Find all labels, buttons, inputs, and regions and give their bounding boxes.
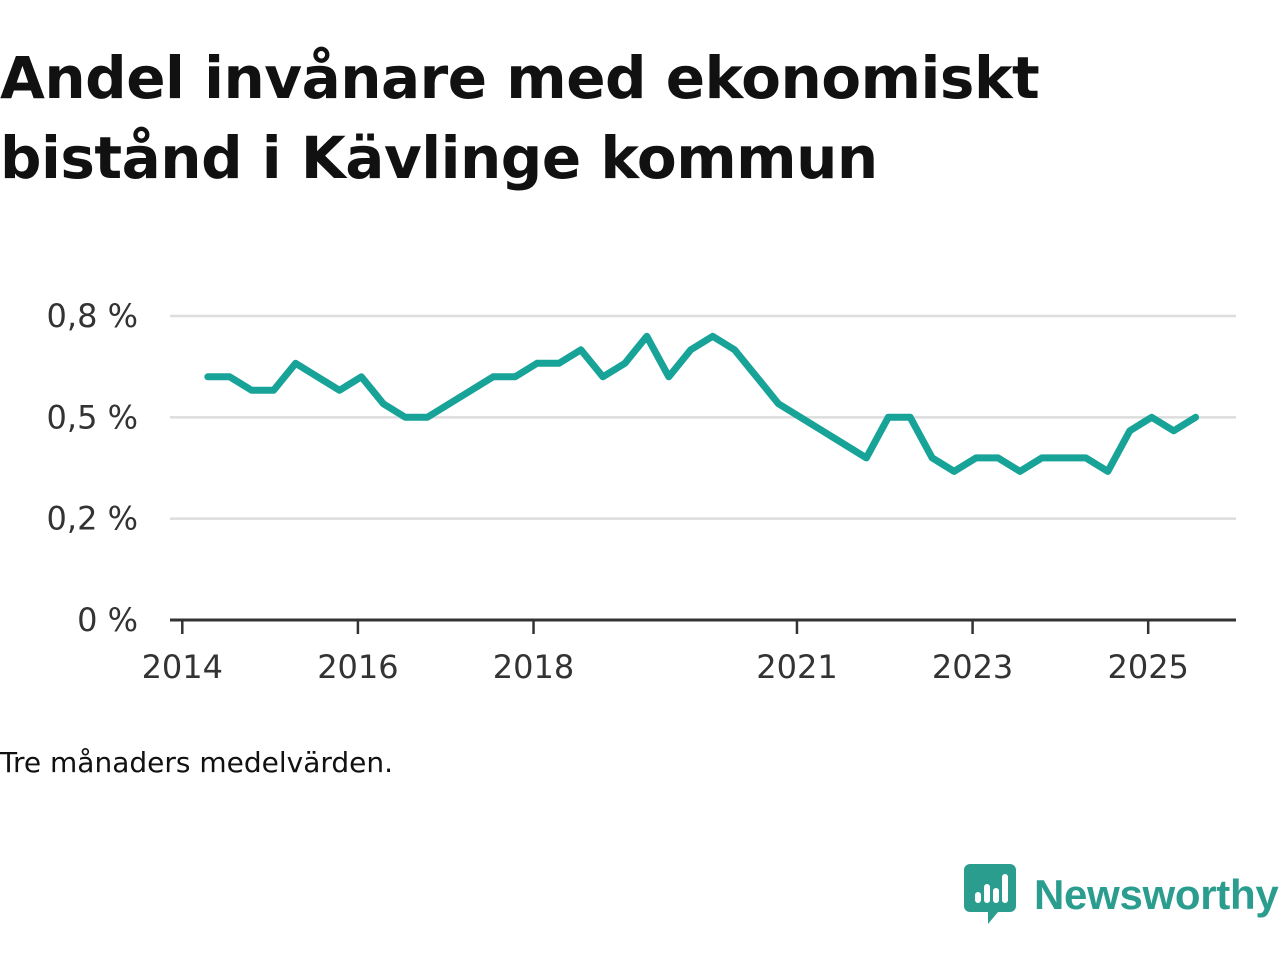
y-tick-label: 0 % [77,601,138,639]
x-tick-label: 2025 [1107,648,1188,686]
x-axis-ticks: 2014 2016 2018 2021 2023 2025 [142,620,1189,686]
brand-logo: Newsworthy [964,864,1279,926]
y-tick-label: 0,8 % [47,297,138,335]
x-tick-label: 2014 [142,648,223,686]
x-tick-label: 2023 [932,648,1013,686]
chart-note: Tre månaders medelvärden. [0,746,394,779]
y-tick-label: 0,2 % [47,500,138,538]
series-line [204,332,1200,475]
newsworthy-logo-icon [964,864,1016,924]
y-axis-ticks: 0 % 0,2 % 0,5 % 0,8 % [47,297,138,639]
x-tick-label: 2016 [317,648,398,686]
gridlines [170,314,1236,520]
line-chart: 0 %0,2 %0,5 %0,8 % 2014 2016 2018 2021 2023 2… [47,297,1236,686]
x-tick-label: 2021 [756,648,837,686]
x-tick-label: 2018 [493,648,574,686]
chart-title: Andel invånare med ekonomiskt bistånd i … [0,44,1040,192]
y-tick-label: 0,5 % [47,398,138,436]
brand-name: Newsworthy [1034,871,1279,918]
